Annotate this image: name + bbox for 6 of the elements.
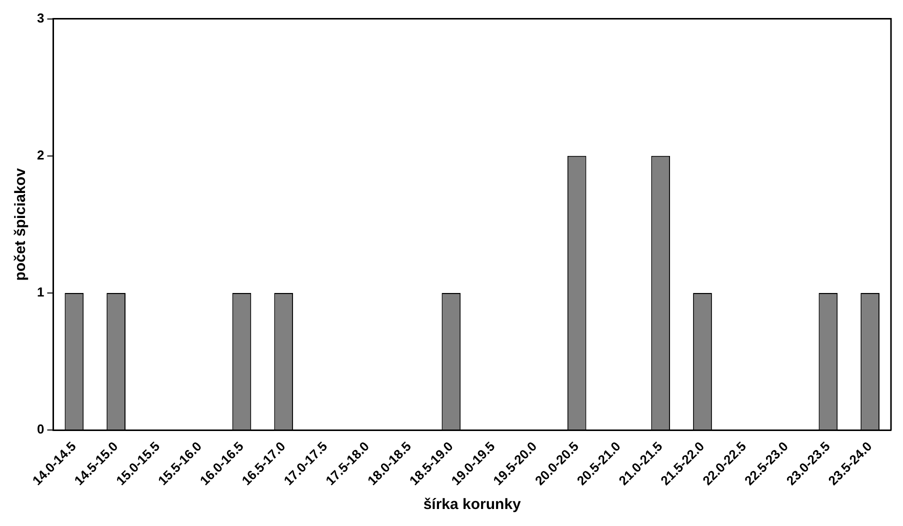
y-tick-label: 3 — [36, 10, 44, 26]
y-tick-label: 2 — [36, 147, 44, 162]
y-axis-title: počet špiciakov — [12, 168, 30, 281]
y-tick-label: 0 — [36, 422, 44, 437]
x-axis-title: šírka korunky — [423, 496, 522, 514]
y-tick-label: 1 — [36, 284, 44, 300]
